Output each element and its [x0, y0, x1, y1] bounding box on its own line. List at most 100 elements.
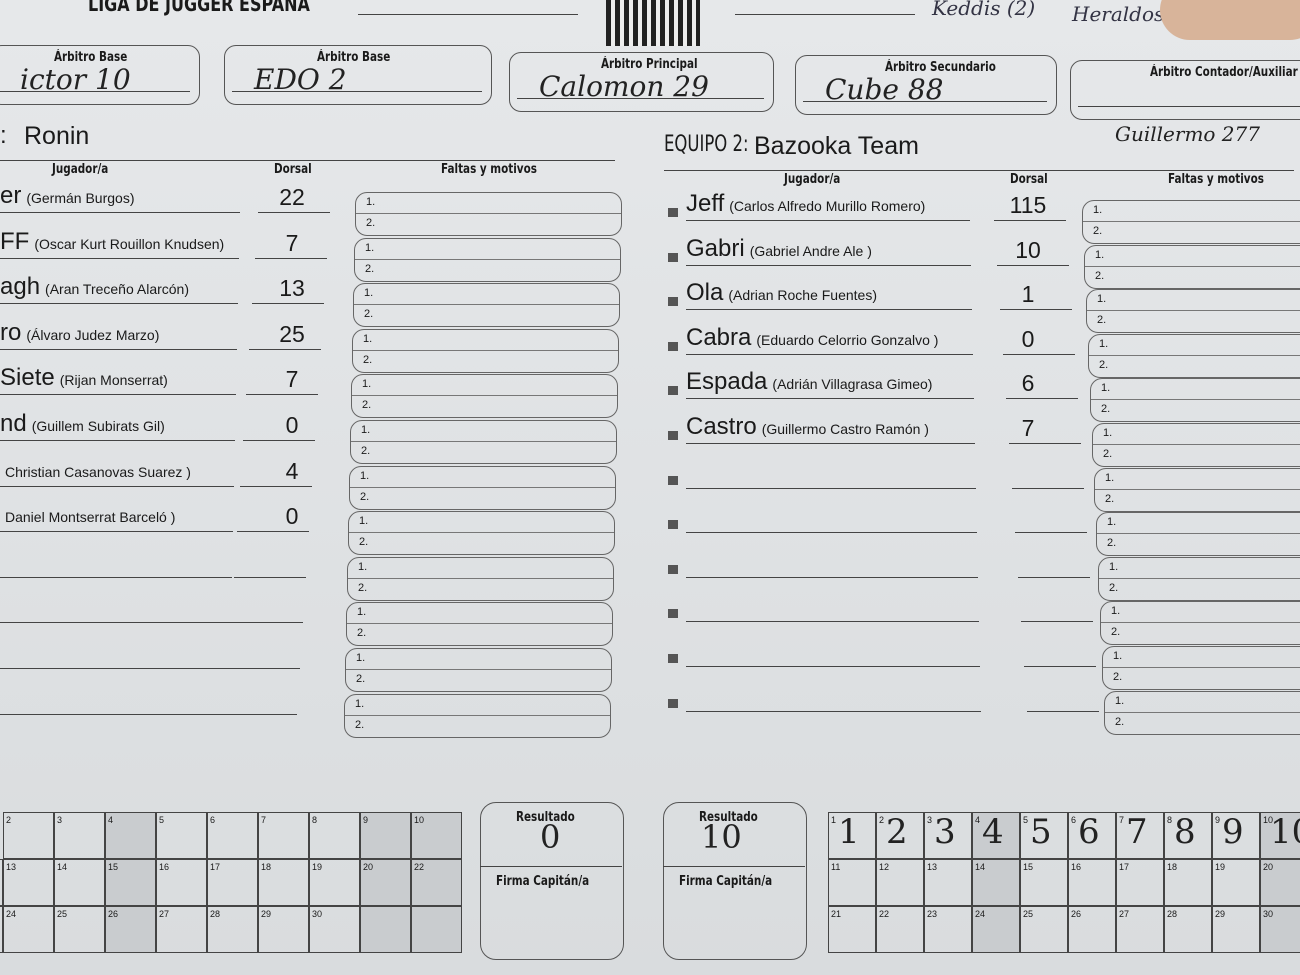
grid-cell-right: 9	[1212, 812, 1260, 859]
foul-divider	[1085, 265, 1300, 267]
player-nick: nd	[0, 410, 27, 437]
foul-box: 1. 2.	[355, 192, 622, 236]
grid-cell-left: 13	[3, 859, 54, 906]
grid-cell-right: 2	[876, 812, 924, 859]
foul-box: 1. 2.	[349, 465, 616, 510]
player-name: Jeff (Carlos Alfredo Murillo Romero)	[686, 190, 925, 218]
grid-mark: 4	[982, 812, 1004, 852]
foul-divider	[353, 349, 618, 351]
foul-slot: 1.	[1111, 605, 1121, 618]
player-number: 1	[1021, 281, 1035, 308]
signature-label: Firma Capitán/a	[496, 874, 590, 889]
foul-box: 1. 2.	[1104, 690, 1300, 735]
foul-box: 1. 2.	[348, 511, 615, 556]
name-line	[686, 532, 977, 534]
name-line	[686, 621, 979, 623]
referee-name: Cube 88	[825, 73, 944, 106]
foul-divider	[1095, 488, 1300, 490]
foul-slot: 1.	[361, 424, 371, 436]
grid-cell-right: 8	[1164, 812, 1212, 859]
result-box	[480, 802, 624, 960]
handwritten-team: Keddis (2)	[932, 0, 1036, 20]
foul-slot: 2.	[1111, 626, 1121, 639]
player-marker	[668, 698, 678, 708]
foul-box: 1. 2.	[345, 648, 612, 692]
grid-cell-left: 24	[3, 906, 54, 953]
foul-slot: 1.	[1099, 337, 1109, 350]
column-header: Faltas y motivos	[441, 162, 537, 177]
referee-line	[517, 98, 764, 99]
player-number: 0	[1021, 325, 1035, 352]
grid-cell-right: 30	[1260, 906, 1300, 953]
foul-box: 1. 2.	[1084, 244, 1300, 289]
result-score: 10	[701, 818, 742, 856]
grid-cell-right: 1	[828, 812, 876, 859]
foul-slot: 2.	[1095, 269, 1105, 282]
foul-slot: 1.	[363, 332, 373, 345]
name-line	[686, 398, 974, 400]
player-name: Gabri (Gabriel Andre Ale )	[686, 235, 872, 263]
name-line	[686, 666, 980, 667]
foul-divider	[347, 623, 612, 625]
grid-cell-right: 5	[1020, 812, 1068, 859]
grid-cell-right: 20	[1260, 859, 1300, 906]
grid-cell-right: 26	[1068, 906, 1116, 953]
player-full: Daniel Montserrat Barceló )	[5, 509, 176, 526]
number-line	[249, 348, 321, 350]
foul-slot: 1.	[1101, 382, 1111, 395]
foul-box: 1. 2.	[354, 237, 621, 282]
grid-cell-left: 17	[207, 859, 258, 906]
name-line	[686, 710, 981, 712]
grid-mark: 7	[1126, 812, 1148, 852]
foul-slot: 1.	[360, 469, 370, 482]
foul-slot: 2.	[360, 490, 370, 503]
team-label: :	[0, 122, 7, 149]
foul-divider	[356, 213, 621, 214]
foul-box: 1. 2.	[344, 693, 611, 738]
foul-slot: 1.	[357, 606, 367, 619]
player-full: (Adrián Villagrasa Gimeo)	[772, 376, 933, 393]
foul-slot: 2.	[1103, 448, 1113, 460]
foul-slot: 2.	[356, 673, 366, 685]
column-header: Faltas y motivos	[1168, 172, 1264, 187]
number-line	[1018, 576, 1090, 578]
grid-cell-left: 12	[0, 859, 3, 906]
number-line	[1015, 532, 1087, 534]
player-marker	[668, 564, 678, 574]
foul-slot: 2.	[1113, 671, 1123, 683]
player-marker	[668, 475, 678, 485]
result-box	[663, 802, 807, 960]
grid-cell-right: 11	[828, 859, 876, 906]
foul-divider	[1087, 310, 1300, 312]
grid-cell-left: 6	[207, 812, 258, 859]
name-line	[686, 487, 976, 489]
foul-divider	[1093, 444, 1300, 445]
grid-cell-right: 15	[1020, 859, 1068, 906]
number-line	[258, 212, 330, 213]
foul-box: 1. 2.	[353, 283, 620, 328]
player-nick: Jeff	[686, 190, 725, 217]
grid-cell-left: 9	[360, 812, 411, 859]
foul-box: 1. 2.	[1092, 423, 1300, 467]
grid-cell-left: 7	[258, 812, 309, 859]
player-marker	[668, 208, 678, 217]
foul-box: 1. 2.	[352, 328, 619, 373]
player-marker	[668, 654, 678, 663]
player-number: 7	[285, 366, 299, 393]
name-line	[0, 713, 229, 715]
referee-role: Árbitro Contador/Auxiliar	[1150, 65, 1298, 80]
player-name: ro (Álvaro Judez Marzo)	[0, 319, 159, 347]
name-line	[686, 220, 970, 221]
player-full: (Guillermo Castro Ramón )	[761, 421, 929, 437]
player-name: nd (Guillem Subirats Gil)	[0, 410, 165, 438]
foul-slot: 1.	[366, 196, 376, 208]
number-line	[1012, 487, 1084, 489]
player-full: (Adrian Roche Fuentes)	[728, 287, 877, 304]
grid-mark: 8	[1174, 812, 1196, 852]
column-header: Dorsal	[1010, 172, 1048, 187]
player-marker	[668, 386, 678, 396]
player-name: Siete (Rijan Monserrat)	[0, 364, 168, 392]
handwritten-team: Heraldos	[1072, 2, 1165, 26]
team-name: Ronin	[24, 122, 90, 150]
grid-cell-right: 21	[828, 906, 876, 953]
